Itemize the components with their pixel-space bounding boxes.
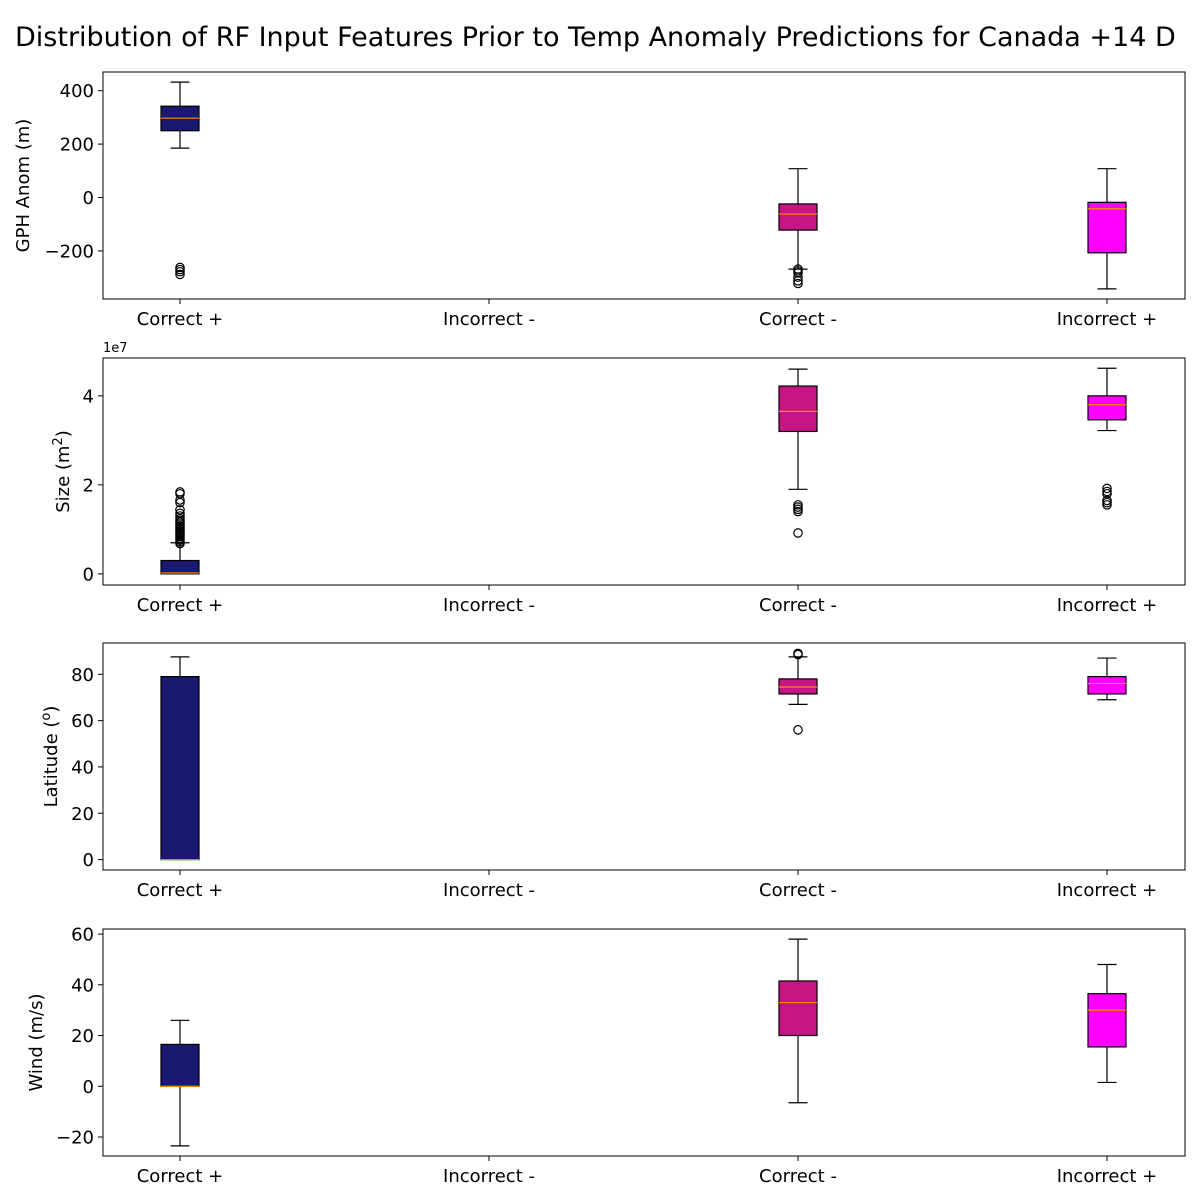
panel-3: 0 20 40 60 80 Correct + Incorrect - Correct - In… xyxy=(39,642,1186,901)
box-Correct - xyxy=(778,648,818,735)
x-tick-label: Correct + xyxy=(137,880,224,901)
outlier-point xyxy=(793,725,803,735)
box-Incorrect + xyxy=(1087,168,1127,290)
y-tick-label: 40 xyxy=(71,975,94,996)
box-Incorrect + xyxy=(1087,963,1127,1084)
y-axis-label: Latitude (o) xyxy=(39,706,62,808)
outlier-point xyxy=(793,648,803,659)
box-iqr xyxy=(778,385,818,433)
y-tick-label: −200 xyxy=(45,241,94,262)
y-axis-label: GPH Anom (m) xyxy=(13,119,34,253)
x-tick-label: Correct + xyxy=(137,595,224,616)
outlier-point xyxy=(793,272,803,282)
box-Correct + xyxy=(160,487,200,575)
axes-frame xyxy=(102,928,1186,1157)
x-tick-label: Correct - xyxy=(759,309,837,330)
y-tick-label: 80 xyxy=(71,665,94,686)
panel-1: −200 0 200 400 Correct + Incorrect - Correct -… xyxy=(13,71,1186,330)
box-Correct + xyxy=(160,1019,200,1147)
y-axis-label-superscript: 2 xyxy=(51,437,66,445)
box-Correct - xyxy=(778,168,818,289)
outlier-point xyxy=(793,276,803,286)
y-tick-label: 0 xyxy=(83,1077,94,1098)
x-tick-label: Incorrect + xyxy=(1057,880,1158,901)
axes-frame xyxy=(102,71,1186,300)
box-Incorrect + xyxy=(1087,657,1127,701)
outlier-point xyxy=(175,266,185,277)
y-tick-label: 0 xyxy=(83,850,94,871)
y-offset-label: 1e7 xyxy=(103,341,128,356)
box-iqr xyxy=(778,203,818,231)
outlier-point xyxy=(1102,486,1112,497)
x-tick-label: Incorrect - xyxy=(443,880,535,901)
outlier-point xyxy=(175,511,185,521)
x-tick-label: Correct + xyxy=(137,309,224,330)
x-tick-label: Correct - xyxy=(759,880,837,901)
box-iqr xyxy=(1087,201,1127,254)
axes-frame xyxy=(102,357,1186,586)
x-tick-label: Incorrect - xyxy=(443,1166,535,1187)
x-tick-label: Correct - xyxy=(759,595,837,616)
y-axis-label-suffix: ) xyxy=(53,430,74,437)
y-tick-label: 40 xyxy=(71,757,94,778)
y-tick-label: 20 xyxy=(71,1026,94,1047)
y-tick-label: 2 xyxy=(83,475,94,496)
outlier-point xyxy=(175,269,185,280)
x-tick-label: Incorrect + xyxy=(1057,309,1158,330)
outlier-point xyxy=(1102,483,1112,494)
box-Incorrect + xyxy=(1087,367,1127,510)
y-tick-label: 20 xyxy=(71,804,94,825)
outlier-point xyxy=(175,487,185,497)
y-tick-label: 4 xyxy=(83,386,94,407)
x-tick-label: Incorrect + xyxy=(1057,595,1158,616)
x-tick-label: Correct + xyxy=(137,1166,224,1187)
box-Correct - xyxy=(778,938,818,1104)
outlier-point xyxy=(793,278,803,289)
y-tick-label: 60 xyxy=(71,925,94,946)
box-Correct + xyxy=(160,656,200,861)
box-iqr xyxy=(1087,675,1127,695)
box-iqr xyxy=(778,980,818,1037)
x-tick-label: Correct - xyxy=(759,1166,837,1187)
y-tick-label: −20 xyxy=(56,1127,94,1148)
x-tick-label: Incorrect - xyxy=(443,309,535,330)
outlier-point xyxy=(793,528,803,538)
y-axis-label: Size (m2) xyxy=(51,430,74,513)
box-iqr xyxy=(1087,395,1127,421)
y-tick-label: 60 xyxy=(71,711,94,732)
x-tick-label: Incorrect + xyxy=(1057,1166,1158,1187)
panel-4: −20 0 20 40 60 Correct + Incorrect - Correct - I… xyxy=(26,925,1186,1187)
y-axis-label-superscript: o xyxy=(39,713,54,721)
outlier-point xyxy=(793,500,803,510)
y-axis-label-suffix: ) xyxy=(41,706,62,713)
y-tick-label: 200 xyxy=(60,135,94,156)
y-axis-label: Wind (m/s) xyxy=(26,994,47,1092)
x-tick-label: Incorrect - xyxy=(443,595,535,616)
chart-title: Distribution of RF Input Features Prior … xyxy=(15,22,1176,53)
y-tick-label: 0 xyxy=(83,564,94,585)
y-tick-label: 0 xyxy=(83,188,94,209)
box-iqr xyxy=(160,1043,200,1087)
box-iqr xyxy=(160,559,200,575)
y-tick-label: 400 xyxy=(60,81,94,102)
box-Correct - xyxy=(778,368,818,538)
panel-2: 0 2 4 Correct + Incorrect - Correct - Incorrec… xyxy=(51,341,1186,616)
box-iqr xyxy=(160,675,200,861)
outlier-point xyxy=(175,508,185,519)
axes-frame xyxy=(102,642,1186,871)
box-iqr xyxy=(1087,993,1127,1048)
outlier-point xyxy=(175,504,185,515)
box-Correct + xyxy=(160,81,200,280)
